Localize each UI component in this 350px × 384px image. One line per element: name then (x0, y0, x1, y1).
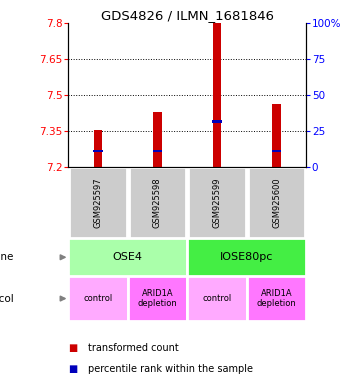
Text: protocol: protocol (0, 293, 14, 304)
Bar (248, 167, 305, 238)
Bar (68, 276, 128, 321)
Text: cell line: cell line (0, 252, 14, 262)
Bar (94, 130, 102, 167)
Bar (153, 112, 162, 167)
Bar (128, 276, 187, 321)
Bar (187, 238, 306, 276)
Bar (93, 149, 103, 152)
Bar (129, 167, 186, 238)
Bar (187, 276, 247, 321)
Text: transformed count: transformed count (88, 343, 178, 353)
Text: GSM925598: GSM925598 (153, 177, 162, 228)
Bar (272, 149, 281, 152)
Bar (69, 167, 127, 238)
Text: OSE4: OSE4 (113, 252, 143, 262)
Text: ARID1A
depletion: ARID1A depletion (138, 289, 177, 308)
Text: GSM925597: GSM925597 (93, 177, 103, 228)
Text: IOSE80pc: IOSE80pc (220, 252, 273, 262)
Text: percentile rank within the sample: percentile rank within the sample (88, 364, 252, 374)
Bar (188, 167, 246, 238)
Text: ■: ■ (68, 343, 77, 353)
Bar (153, 149, 162, 152)
Bar (247, 276, 306, 321)
Text: ■: ■ (68, 364, 77, 374)
Bar (68, 238, 187, 276)
Text: GSM925599: GSM925599 (212, 177, 222, 228)
Bar (272, 104, 281, 167)
Title: GDS4826 / ILMN_1681846: GDS4826 / ILMN_1681846 (101, 9, 274, 22)
Text: GSM925600: GSM925600 (272, 177, 281, 228)
Bar (212, 120, 222, 122)
Text: control: control (83, 294, 113, 303)
Text: control: control (202, 294, 232, 303)
Text: ARID1A
depletion: ARID1A depletion (257, 289, 296, 308)
Bar (213, 23, 221, 167)
